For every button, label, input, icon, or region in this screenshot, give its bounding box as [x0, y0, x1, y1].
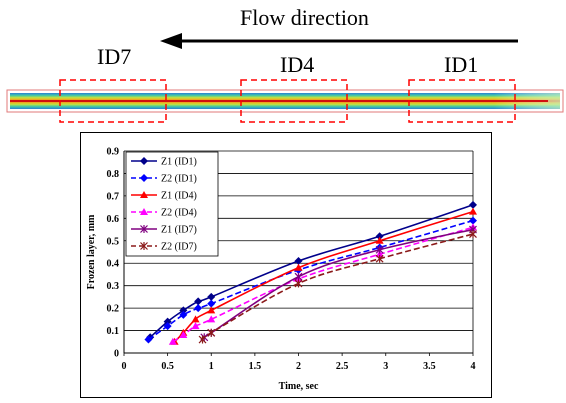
data-point [375, 245, 384, 254]
data-point [294, 272, 303, 281]
y-tick-label: 0 [114, 349, 119, 360]
data-point [179, 306, 188, 315]
data-point [163, 322, 172, 331]
flow-arrow-icon [160, 33, 518, 49]
legend-label: Z1 (ID4) [161, 191, 197, 202]
frozen-layer-chart: 0 0.1 0.2 0.3 0.4 0.5 0.6 0.7 0.8 0.9 0 0.5 1 1.5 2 2.5… [86, 147, 477, 392]
data-point [469, 216, 477, 225]
flow-channel-illustration [6, 33, 564, 123]
frozen-layer-strip [6, 89, 564, 113]
y-tick-label: 0.6 [107, 214, 120, 225]
legend: Z1 (ID1) Z2 (ID1) Z1 (ID4) Z2 (ID4) Z1 (ID7)… [125, 151, 219, 257]
x-axis-title: Time, sec [279, 381, 319, 392]
x-tick-label: 4 [471, 361, 476, 372]
y-axis-title: Frozen layer, mm [86, 214, 97, 289]
legend-background [126, 152, 218, 256]
y-tick-label: 0.1 [107, 326, 120, 337]
data-point [194, 304, 203, 313]
x-tick-label: 0 [122, 361, 127, 372]
legend-marker [140, 225, 148, 233]
x-tick-label: 3 [383, 361, 388, 372]
legend-marker [140, 242, 148, 250]
x-tick-label: 2 [296, 361, 301, 372]
legend-marker [140, 157, 148, 165]
data-point [375, 232, 384, 241]
legend-box [125, 151, 219, 257]
series-line [174, 210, 474, 343]
data-point [294, 263, 303, 271]
region-box-id1 [408, 79, 516, 123]
data-point [191, 315, 200, 323]
y-tick-label: 0.9 [107, 147, 120, 158]
data-point [198, 335, 207, 344]
x-tick-label: 1.5 [249, 361, 262, 372]
data-point [469, 200, 477, 209]
data-point [207, 315, 216, 323]
legend-label: Z2 (ID7) [161, 242, 197, 253]
data-point [191, 322, 200, 330]
x-tick-label: 2.5 [336, 361, 349, 372]
data-point [294, 279, 303, 288]
data-point [207, 306, 216, 314]
data-point [168, 337, 177, 345]
series-line [147, 219, 474, 341]
x-tick-label: 1 [209, 361, 214, 372]
legend-label: Z1 (ID7) [161, 225, 197, 236]
legend-marker [140, 191, 148, 198]
data-point [207, 299, 216, 308]
region-box-id4 [240, 79, 348, 123]
y-tick-label: 0.7 [107, 191, 120, 202]
data-point [194, 297, 203, 306]
y-tick-label: 0.3 [107, 281, 120, 292]
y-tick-label: 0.2 [107, 304, 120, 315]
x-tick-label: 3.5 [423, 361, 436, 372]
data-point [294, 256, 303, 265]
data-point [144, 335, 153, 344]
series-layer [144, 200, 477, 345]
flow-direction-label: Flow direction [240, 5, 369, 30]
legend-label: Z2 (ID4) [161, 208, 197, 219]
data-point [179, 310, 188, 319]
region-label-id1: ID1 [444, 52, 479, 77]
region-label-id7: ID7 [97, 44, 132, 69]
data-point [163, 317, 172, 326]
legend-label: Z1 (ID1) [161, 157, 197, 168]
data-point [179, 331, 188, 339]
legend-label: Z2 (ID1) [161, 174, 197, 185]
region-label-id4: ID4 [280, 52, 315, 77]
y-tick-label: 0.4 [107, 259, 120, 270]
x-tick-label: 0.5 [161, 361, 174, 372]
series-line [200, 233, 474, 341]
data-point [469, 207, 477, 215]
region-box-id7 [59, 79, 167, 123]
y-tick-label: 0.5 [107, 236, 120, 247]
data-point [207, 328, 216, 337]
data-point [469, 230, 477, 239]
y-tick-label: 0.8 [107, 169, 120, 180]
data-point [375, 236, 384, 244]
legend-marker [140, 174, 148, 182]
data-point [375, 254, 384, 263]
data-point [207, 292, 216, 301]
legend-marker [140, 208, 148, 215]
axes: 0 0.1 0.2 0.3 0.4 0.5 0.6 0.7 0.8 0.9 0 0.5 1 1.5 2 2.5… [107, 147, 476, 373]
chart-frame: 0 0.1 0.2 0.3 0.4 0.5 0.6 0.7 0.8 0.9 0 0.5 1 1.5 2 2.5… [80, 132, 492, 398]
